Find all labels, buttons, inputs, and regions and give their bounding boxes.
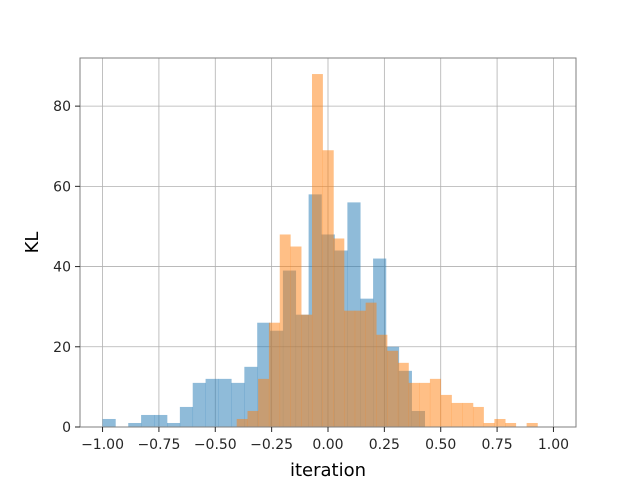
histogram-series-2 xyxy=(236,74,538,427)
histogram-bar xyxy=(192,382,206,427)
histogram-bar xyxy=(179,406,194,427)
histogram-bar xyxy=(258,378,270,427)
histogram-bar xyxy=(344,310,356,427)
histogram-bar xyxy=(408,382,420,427)
histogram-bars xyxy=(102,74,538,427)
y-tick-label: 60 xyxy=(53,179,71,195)
histogram-bar xyxy=(526,422,538,427)
histogram-bar xyxy=(128,422,142,427)
histogram-bar xyxy=(154,414,168,427)
histogram-bar xyxy=(301,314,313,427)
histogram-bar xyxy=(236,418,248,427)
histogram-bar xyxy=(205,378,219,427)
histogram-bar xyxy=(247,410,259,427)
x-tick-label: 0.00 xyxy=(312,437,343,453)
histogram-bar xyxy=(279,234,291,427)
histogram-bar xyxy=(141,414,155,427)
x-tick-label: 0.25 xyxy=(369,437,400,453)
histogram-bar xyxy=(494,418,506,427)
histogram-bar xyxy=(290,246,302,427)
histogram-bar xyxy=(462,402,474,427)
histogram-bar xyxy=(311,74,323,427)
histogram-bar xyxy=(419,382,431,427)
histogram-bar xyxy=(451,402,463,427)
histogram-bar xyxy=(440,394,452,427)
histogram-bar xyxy=(483,422,495,427)
y-tick-label: 0 xyxy=(62,420,71,436)
x-axis-ticks: −1.00 −0.75 −0.50 −0.25 0.00 0.25 0.50 0.75 1.00 xyxy=(81,427,569,453)
y-tick-label: 20 xyxy=(53,340,71,356)
x-tick-label: −0.50 xyxy=(194,437,237,453)
histogram-bar xyxy=(472,406,484,427)
x-axis-label: iteration xyxy=(290,460,366,480)
histogram-bar xyxy=(102,418,116,427)
y-axis-label: KL xyxy=(22,232,43,254)
histogram-bar xyxy=(397,362,409,427)
x-tick-label: −1.00 xyxy=(81,437,124,453)
histogram-bar xyxy=(333,238,345,427)
histogram-bar xyxy=(365,302,377,427)
x-tick-label: −0.75 xyxy=(137,437,180,453)
histogram-bar xyxy=(167,422,181,427)
x-tick-label: −0.25 xyxy=(250,437,293,453)
histogram-bar xyxy=(387,350,399,427)
histogram-bar xyxy=(429,378,442,427)
histogram-bar xyxy=(231,382,245,427)
x-tick-label: 0.50 xyxy=(425,437,456,453)
histogram-bar xyxy=(354,310,366,427)
x-tick-label: 0.75 xyxy=(482,437,513,453)
y-tick-label: 80 xyxy=(53,99,71,115)
histogram-bar xyxy=(268,322,281,427)
histogram-bar xyxy=(218,378,232,427)
y-axis-ticks: 0 20 40 60 80 xyxy=(53,99,80,436)
histogram-bar xyxy=(505,422,517,427)
x-tick-label: 1.00 xyxy=(538,437,569,453)
histogram-bar xyxy=(322,150,334,427)
y-tick-label: 40 xyxy=(53,260,71,276)
histogram-bar xyxy=(376,334,388,427)
